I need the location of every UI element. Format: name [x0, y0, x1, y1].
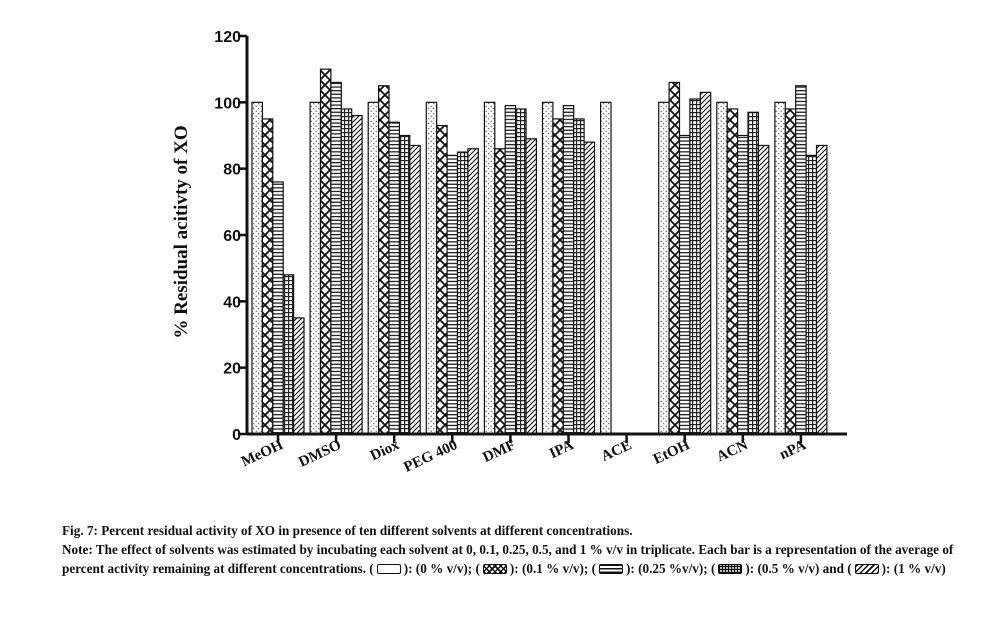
bar	[658, 101, 670, 435]
y-tick-label: 120	[214, 29, 241, 46]
y-tick-label: 40	[223, 294, 241, 311]
bar	[251, 101, 263, 435]
bar	[494, 148, 506, 435]
bar	[446, 154, 459, 435]
bar	[678, 134, 691, 435]
legend-label-2: (0.25 %v/v);	[638, 561, 708, 576]
bar	[562, 105, 575, 435]
bar	[583, 141, 596, 435]
x-category-label: ACN	[714, 437, 750, 465]
bar	[293, 317, 305, 435]
bar	[541, 101, 554, 435]
bar	[504, 105, 517, 435]
legend-swatch-4	[854, 564, 879, 574]
bar	[398, 134, 411, 435]
bar	[367, 101, 380, 435]
bar	[668, 81, 681, 435]
bar	[716, 101, 728, 435]
legend-label-1: (0.1 % v/v);	[522, 561, 589, 576]
bar	[330, 81, 342, 435]
bar	[309, 101, 322, 435]
bar	[805, 154, 818, 435]
bar-chart: % Residual acitivty of XO 0 20 40 60 80 100 12…	[171, 29, 847, 476]
y-tick-label: 100	[214, 95, 241, 112]
legend-label-0: (0 % v/v);	[415, 561, 473, 576]
bar	[726, 108, 739, 435]
y-tick-label: 0	[232, 427, 241, 444]
x-axis-categories: MeOH DMSO Diox PEG 400 DMF IPA ACE EtOH ACN nPA	[239, 437, 809, 476]
y-axis-ticks: 0 20 40 60 80 100 120	[214, 29, 247, 444]
bar	[436, 124, 448, 435]
bar	[699, 91, 712, 435]
bar	[351, 114, 363, 435]
bar	[552, 118, 564, 435]
x-category-label: nPA	[777, 437, 809, 463]
bar	[340, 108, 353, 435]
bar	[815, 144, 828, 435]
x-category-label: DMSO	[296, 437, 344, 471]
bar	[795, 85, 807, 435]
y-tick-label: 60	[223, 228, 241, 245]
bar	[388, 121, 400, 435]
bar	[525, 138, 537, 435]
bar	[261, 118, 274, 435]
x-category-label: IPA	[547, 437, 576, 462]
y-tick-label: 80	[223, 162, 241, 179]
bar	[599, 101, 612, 435]
bar	[774, 101, 786, 435]
bar	[425, 101, 438, 435]
bar	[757, 144, 770, 435]
chart-svg: % Residual acitivty of XO 0 20 40 60 80 100 12…	[171, 29, 847, 476]
bar	[736, 134, 749, 435]
legend-swatch-2	[599, 564, 623, 574]
x-category-label: MeOH	[239, 437, 286, 470]
x-category-label: PEG 400	[401, 437, 460, 476]
bar	[689, 98, 701, 435]
figure-title: Fig. 7: Percent residual activity of XO …	[62, 523, 633, 538]
bar	[514, 108, 527, 435]
bar	[747, 111, 759, 435]
note-text: Note: The effect of solvents was estimat…	[62, 542, 954, 576]
figure-caption: Fig. 7: Percent residual activity of XO …	[62, 521, 962, 578]
legend-label-3: (0.5 % v/v) and	[757, 561, 844, 576]
legend-swatch-0	[376, 564, 401, 574]
y-axis-label: % Residual acitivty of XO	[171, 125, 192, 338]
bars	[251, 68, 828, 443]
bar	[272, 181, 284, 435]
x-category-label: DMF	[480, 437, 518, 466]
bar	[483, 101, 496, 435]
bar	[378, 85, 390, 435]
x-category-label: EtOH	[651, 437, 693, 468]
bar	[456, 151, 469, 435]
figure-note: Note: The effect of solvents was estimat…	[62, 542, 954, 576]
bar	[784, 108, 797, 435]
bar	[282, 274, 295, 435]
x-category-label: ACE	[599, 437, 634, 465]
legend-swatch-3	[718, 564, 743, 574]
bar	[319, 68, 332, 435]
legend-label-4: (1 % v/v)	[893, 561, 946, 576]
bar	[409, 144, 421, 435]
x-category-label: Diox	[368, 437, 402, 464]
bar	[467, 148, 479, 435]
bar	[573, 118, 585, 435]
y-tick-label: 20	[223, 361, 241, 378]
legend-swatch-1	[482, 564, 507, 574]
